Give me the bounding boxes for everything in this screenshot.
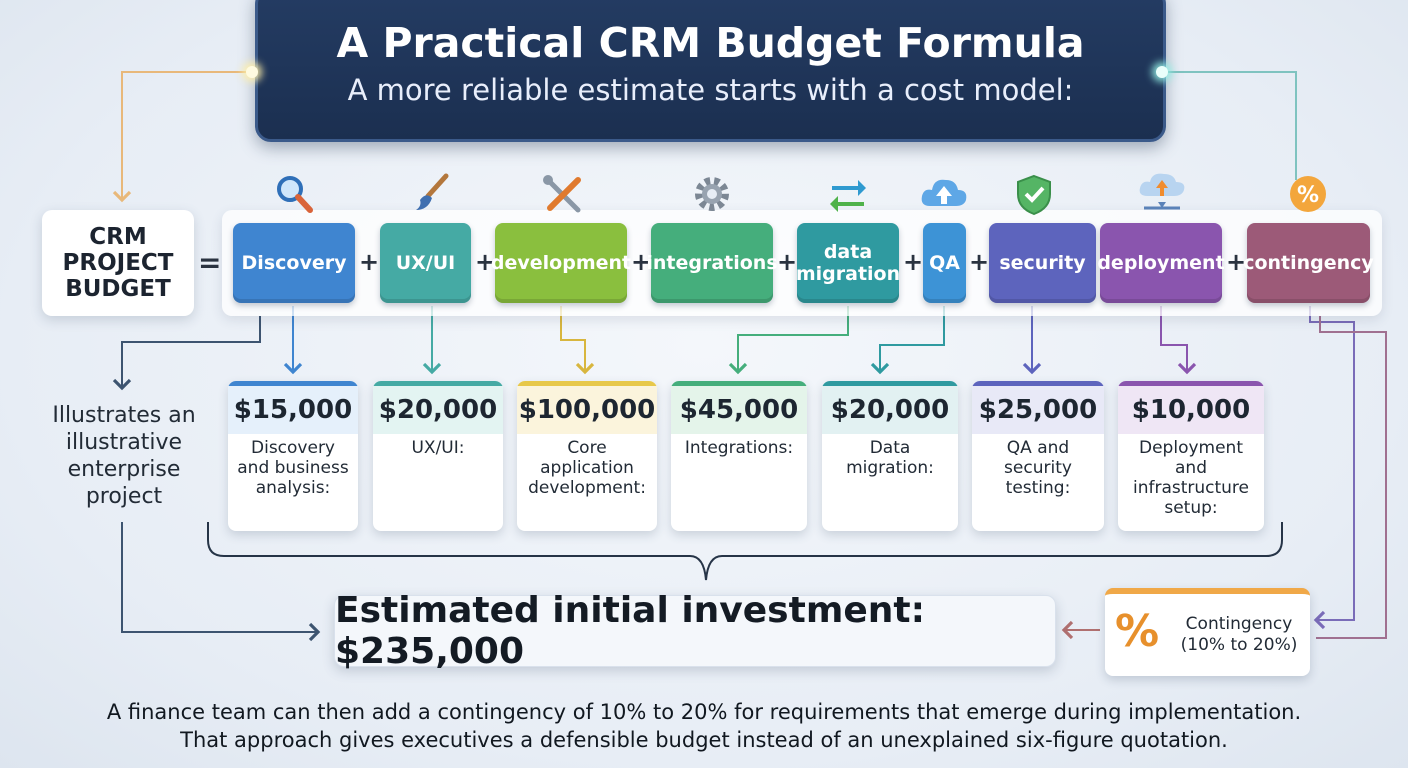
plus-sign: + xyxy=(631,248,652,276)
tools-icon xyxy=(540,172,584,216)
cost-amount: $15,000 xyxy=(228,381,358,434)
footer-line-1: A finance team can then add a contingenc… xyxy=(106,700,1302,724)
cost-card-integrations: $45,000 Integrations: xyxy=(671,381,807,531)
term-label-security: security xyxy=(999,252,1086,274)
plus-sign: + xyxy=(359,248,380,276)
title-left-node xyxy=(246,66,258,78)
svg-text:%: % xyxy=(1297,183,1319,208)
term-label-discovery: Discovery xyxy=(241,252,347,274)
term-label-qa: QA xyxy=(929,252,960,274)
percent-icon: % xyxy=(1286,172,1330,216)
crm-label-line3: BUDGET xyxy=(65,276,171,302)
term-discovery: Discovery xyxy=(233,223,355,303)
page-title: A Practical CRM Budget Formula xyxy=(336,19,1085,67)
shield-check-icon xyxy=(1012,172,1056,216)
sync-arrows-icon xyxy=(826,172,870,216)
cost-amount: $20,000 xyxy=(822,381,958,434)
plus-sign: + xyxy=(777,248,798,276)
cost-description: Discovery and business analysis: xyxy=(237,438,349,498)
cost-card-qa-security: $25,000 QA and security testing: xyxy=(972,381,1104,531)
crm-label-line2: PROJECT xyxy=(62,250,174,276)
cost-card-data-migration: $20,000 Data migration: xyxy=(822,381,958,531)
cost-description: Core application development: xyxy=(528,438,646,498)
footer-line-2: That approach gives executives a defensi… xyxy=(180,728,1228,752)
crm-label-line1: CRM xyxy=(89,224,147,250)
cost-card-deployment: $10,000 Deployment and infrastructure se… xyxy=(1118,381,1264,531)
term-label-integrations: integrations xyxy=(646,252,778,274)
total-investment-box: Estimated initial investment: $235,000 xyxy=(334,590,1056,672)
title-right-node xyxy=(1156,66,1168,78)
cost-description: Deployment and infrastructure setup: xyxy=(1132,438,1250,518)
plus-sign: + xyxy=(903,248,924,276)
term-contingency: contingency xyxy=(1243,223,1374,303)
cost-description: QA and security testing: xyxy=(1004,438,1072,498)
contingency-box: % Contingency (10% to 20%) xyxy=(1105,588,1310,676)
cost-description: Data migration: xyxy=(846,438,934,478)
term-label-development: development xyxy=(490,252,632,274)
cost-description: Integrations: xyxy=(684,438,794,458)
title-banner: A Practical CRM Budget Formula A more re… xyxy=(255,0,1166,142)
page-subtitle: A more reliable estimate starts with a c… xyxy=(347,73,1074,107)
cost-description: UX/UI: xyxy=(411,438,465,458)
term-data-migration: data migration xyxy=(795,223,901,303)
illustrative-note: Illustrates an illustrative enterprise p… xyxy=(52,403,196,509)
cost-amount: $10,000 xyxy=(1118,381,1264,434)
plus-sign: + xyxy=(969,248,990,276)
magnifier-icon xyxy=(272,172,316,216)
term-label-migration: migration xyxy=(795,263,901,285)
paintbrush-icon xyxy=(410,170,454,214)
cost-card-ux-ui: $20,000 UX/UI: xyxy=(373,381,503,531)
percent-symbol: % xyxy=(1115,606,1160,657)
cost-amount: $45,000 xyxy=(671,381,807,434)
gear-icon xyxy=(690,172,734,216)
term-label-deployment: deployment xyxy=(1097,252,1225,274)
cloud-deploy-icon xyxy=(1136,170,1185,214)
plus-sign: + xyxy=(1226,248,1247,276)
term-security: security xyxy=(989,223,1096,303)
contingency-text: Contingency (10% to 20%) xyxy=(1180,614,1298,655)
cost-amount: $20,000 xyxy=(373,381,503,434)
cost-card-development: $100,000 Core application development: xyxy=(517,381,657,531)
term-qa: QA xyxy=(923,223,966,303)
cost-amount: $100,000 xyxy=(517,381,657,434)
term-label-data: data xyxy=(823,241,873,263)
cost-card-discovery: $15,000 Discovery and business analysis: xyxy=(228,381,358,531)
crm-project-budget-box: CRM PROJECT BUDGET xyxy=(42,210,194,316)
term-ux-ui: UX/UI xyxy=(380,223,471,303)
term-integrations: integrations xyxy=(646,223,778,303)
cloud-upload-icon xyxy=(918,172,967,216)
term-deployment: deployment xyxy=(1097,223,1225,303)
term-development: development xyxy=(491,223,631,303)
term-label-contingency: contingency xyxy=(1243,252,1374,274)
cost-amount: $25,000 xyxy=(972,381,1104,434)
equals-sign: = xyxy=(198,246,222,279)
total-investment-text: Estimated initial investment: $235,000 xyxy=(335,590,925,672)
term-label-ux-ui: UX/UI xyxy=(395,252,456,274)
plus-sign: + xyxy=(475,248,496,276)
